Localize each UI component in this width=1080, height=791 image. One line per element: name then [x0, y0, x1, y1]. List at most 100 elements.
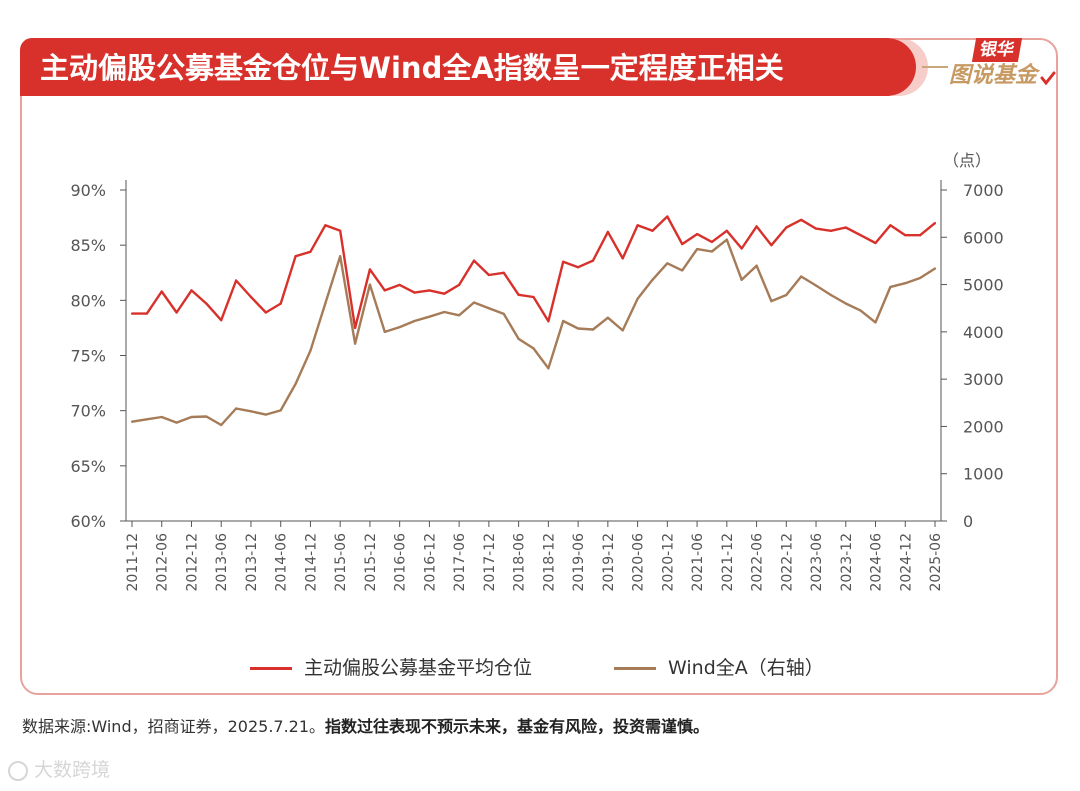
data-point-fund-position	[562, 260, 565, 263]
legend-swatch-brown	[614, 667, 656, 670]
data-point-fund-position	[785, 226, 788, 229]
brand-badge-bottom: 图说基金	[949, 63, 1038, 88]
data-point-wind-a	[814, 284, 818, 287]
data-point-wind-a	[190, 415, 193, 419]
left-tick-label: 60%	[70, 512, 106, 531]
data-point-fund-position	[339, 229, 342, 232]
data-point-wind-a	[309, 349, 312, 352]
line-chart: 90% 85% 80% 75% 70% 65% 60% 7000 6000 5000 4000 300…	[70, 151, 1004, 592]
data-point-wind-a	[874, 321, 877, 324]
data-point-wind-a	[710, 250, 714, 253]
data-point-wind-a	[502, 312, 505, 315]
x-tick-label: 2024-06	[869, 533, 885, 592]
data-point-fund-position	[829, 229, 833, 232]
data-point-fund-position	[547, 320, 550, 323]
x-tick-label: 2015-06	[333, 533, 349, 592]
right-axis-unit: （点）	[943, 151, 991, 170]
data-point-fund-position	[324, 224, 327, 227]
footnote-disclaimer: 指数过往表现不预示未来，基金有风险，投资需谨慎。	[325, 717, 710, 736]
data-point-wind-a	[234, 407, 238, 410]
data-point-fund-position	[681, 242, 684, 246]
x-tick-label: 2023-06	[809, 533, 825, 592]
data-point-fund-position	[249, 295, 253, 299]
data-point-wind-a	[591, 328, 595, 331]
data-point-fund-position	[517, 293, 520, 296]
data-point-fund-position	[725, 229, 728, 232]
legend-label-fund-position: 主动偏股公募基金平均仓位	[304, 657, 533, 679]
data-point-fund-position	[472, 259, 476, 262]
x-tick-label: 2023-12	[839, 533, 855, 592]
data-point-wind-a	[547, 367, 550, 370]
data-point-fund-position	[458, 283, 461, 286]
data-point-wind-a	[458, 314, 461, 317]
data-point-fund-position	[577, 266, 580, 269]
x-tick-label: 2012-06	[155, 533, 171, 592]
data-point-wind-a	[324, 302, 327, 305]
x-tick-label: 2018-06	[512, 533, 528, 592]
data-point-wind-a	[904, 282, 907, 285]
right-tick-label: 7000	[963, 181, 1004, 200]
left-tick-label: 65%	[70, 457, 106, 476]
data-point-wind-a	[145, 418, 148, 421]
footnote-source: 数据来源:Wind，招商证券，2025.7.21。	[22, 717, 326, 736]
x-tick-label: 2013-12	[244, 533, 260, 592]
left-tick-label: 90%	[70, 181, 106, 200]
data-point-wind-a	[740, 278, 743, 281]
data-point-wind-a	[577, 327, 580, 330]
left-tick-label: 70%	[70, 402, 106, 421]
data-point-wind-a	[651, 278, 654, 281]
right-tick-label: 3000	[963, 370, 1004, 389]
data-point-fund-position	[309, 250, 312, 253]
data-point-fund-position	[205, 302, 208, 305]
x-tick-label: 2022-06	[750, 533, 766, 592]
data-point-fund-position	[220, 319, 223, 322]
legend-item-fund-position: 主动偏股公募基金平均仓位	[250, 655, 532, 681]
data-point-fund-position	[800, 218, 803, 221]
data-point-wind-a	[844, 302, 847, 305]
data-point-fund-position	[933, 222, 937, 225]
x-tick-label: 2011-12	[125, 533, 141, 592]
x-tick-label: 2020-12	[660, 533, 676, 592]
data-point-fund-position	[904, 234, 907, 237]
data-point-fund-position	[175, 311, 178, 314]
data-point-wind-a	[249, 410, 253, 413]
badge-divider	[922, 66, 948, 68]
data-point-fund-position	[130, 312, 134, 315]
data-point-wind-a	[681, 269, 684, 272]
x-tick-label: 2019-12	[601, 533, 617, 592]
x-tick-label: 2021-06	[690, 533, 706, 592]
series-line-fund-position	[132, 215, 936, 330]
series-line-wind-a	[131, 238, 936, 427]
x-tick-label: 2024-12	[898, 533, 914, 592]
data-point-fund-position	[383, 289, 386, 292]
left-tick-label: 80%	[70, 291, 106, 310]
data-point-wind-a	[770, 300, 773, 303]
watermark-text: 大数跨境	[34, 759, 111, 781]
left-tick-label: 85%	[70, 236, 106, 255]
data-point-fund-position	[710, 240, 714, 243]
data-point-wind-a	[368, 283, 372, 286]
data-point-wind-a	[532, 347, 535, 350]
x-tick-label: 2016-06	[393, 533, 409, 592]
data-point-fund-position	[368, 268, 372, 271]
data-point-wind-a	[428, 315, 431, 318]
data-point-wind-a	[517, 337, 520, 341]
data-point-fund-position	[294, 255, 297, 258]
right-tick-label: 4000	[963, 323, 1004, 342]
x-tick-label: 2022-12	[779, 533, 795, 592]
data-point-wind-a	[606, 316, 609, 319]
x-tick-label: 2020-06	[631, 533, 647, 592]
data-point-fund-position	[844, 226, 847, 229]
data-point-wind-a	[220, 423, 223, 427]
x-tick-label: 2015-12	[363, 533, 379, 592]
data-point-fund-position	[591, 259, 595, 262]
data-point-wind-a	[294, 382, 297, 385]
x-tick-label: 2017-06	[452, 533, 468, 592]
x-tick-label: 2012-12	[184, 533, 200, 592]
data-point-fund-position	[695, 233, 699, 236]
data-point-wind-a	[755, 264, 758, 267]
data-point-fund-position	[160, 290, 163, 293]
x-tick-label: 2025-06	[928, 533, 944, 592]
data-point-wind-a	[621, 329, 624, 332]
data-point-wind-a	[919, 276, 922, 280]
